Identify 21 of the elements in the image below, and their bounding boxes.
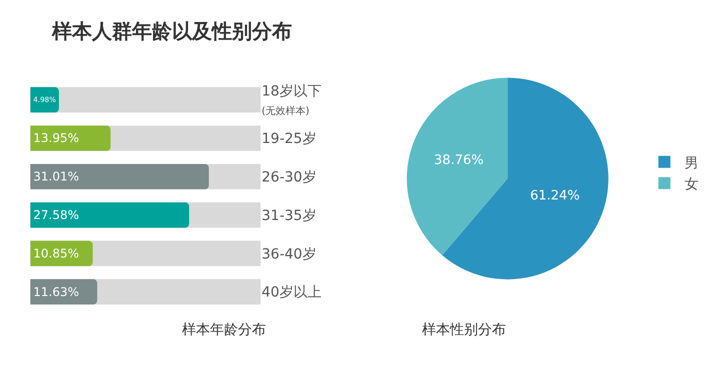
y-tick-label: 19-25岁 xyxy=(262,131,316,148)
legend-label: 女 xyxy=(684,176,698,193)
bar xyxy=(30,87,59,113)
y-tick-label: 40岁以上 xyxy=(262,284,322,301)
y-tick-label: 26-30岁 xyxy=(262,170,316,186)
data-label: 10.85% xyxy=(33,246,80,260)
text: 样本性别分布 xyxy=(422,322,506,338)
bar xyxy=(30,279,98,305)
legend-label: 男 xyxy=(684,155,698,172)
data-label: 11.63% xyxy=(33,284,80,299)
y-tick-label: 31-35岁 xyxy=(262,208,316,224)
y-tick-label: 36-40岁 xyxy=(262,246,316,262)
chart-title: 样本人群年龄以及性别分布 xyxy=(51,19,292,43)
pie-slice xyxy=(406,78,508,256)
data-label: 27.58% xyxy=(33,208,80,222)
data-label: 13.95% xyxy=(33,131,80,146)
data-label: 38.76% xyxy=(434,153,484,168)
x-axis-title: 样本年龄分布 xyxy=(182,322,266,338)
data-label: 31.01% xyxy=(33,170,80,184)
data-label: 61.24% xyxy=(530,188,580,204)
y-tick-label: 18岁以下 (无效样本) xyxy=(262,84,322,117)
